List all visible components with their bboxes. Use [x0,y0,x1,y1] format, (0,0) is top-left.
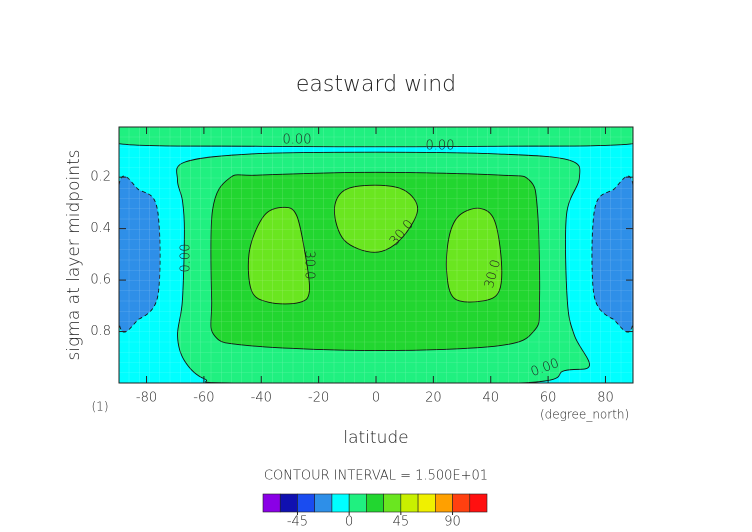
x-tick-label: -20 [308,391,329,406]
contour-label-group: 0.00 [426,139,455,154]
x-tick-label: 80 [597,391,614,406]
x-tick-label: -60 [193,391,214,406]
colorbar-cell [469,493,488,513]
x-unit: (degree_north) [540,408,629,422]
chart-title: eastward wind [296,72,456,97]
colorbar-cell [262,493,281,513]
colorbar-cell [366,493,384,513]
plot-area [119,127,633,383]
colorbar-cell [417,493,436,513]
contour-label: 0.00 [179,244,194,273]
y-tick-label: 0.4 [90,221,111,236]
grid [119,127,633,383]
contour-label-group: 0.00 [179,244,194,273]
x-axis-label: latitude [343,428,408,448]
y-axis-label: sigma at layer midpoints [64,150,84,361]
contour-label: 30.0 [302,251,317,280]
colorbar-cell [400,493,419,513]
contour-label-group: 0.00 [283,133,312,148]
colorbar-tick-label: 45 [393,515,410,530]
colorbar-cell [314,493,333,513]
colorbar-tick-label: 0 [345,515,353,530]
contour-label: 0.00 [426,139,455,154]
x-tick-label: 20 [425,391,442,406]
contour-label-group: 30.0 [302,251,317,280]
colorbar-cell [348,493,367,513]
colorbar-cell [297,493,315,513]
contour-label-group: 30.0 [482,258,504,290]
contour-label: 0.00 [283,133,312,148]
contour-label: 30.0 [482,258,504,290]
x-tick-label: 40 [482,391,499,406]
colorbar-cell [331,493,350,513]
colorbar-tick-label: -45 [287,515,308,530]
y-unit: (1) [92,400,109,414]
x-tick-label: 0 [372,391,380,406]
colorbar-cell [279,493,298,513]
colorbar-cell [435,493,453,513]
x-tick-label: 60 [540,391,557,406]
colorbar-cell [383,493,402,513]
y-tick-label: 0.8 [90,324,111,339]
colorbar-tick-label: 90 [444,515,461,530]
colorbar-cell [452,493,471,513]
y-tick-label: 0.6 [90,273,111,288]
x-tick-label: -80 [136,391,157,406]
contour-interval: CONTOUR INTERVAL = 1.500E+01 [264,469,488,484]
y-tick-label: 0.2 [90,170,111,185]
x-tick-label: -40 [251,391,272,406]
